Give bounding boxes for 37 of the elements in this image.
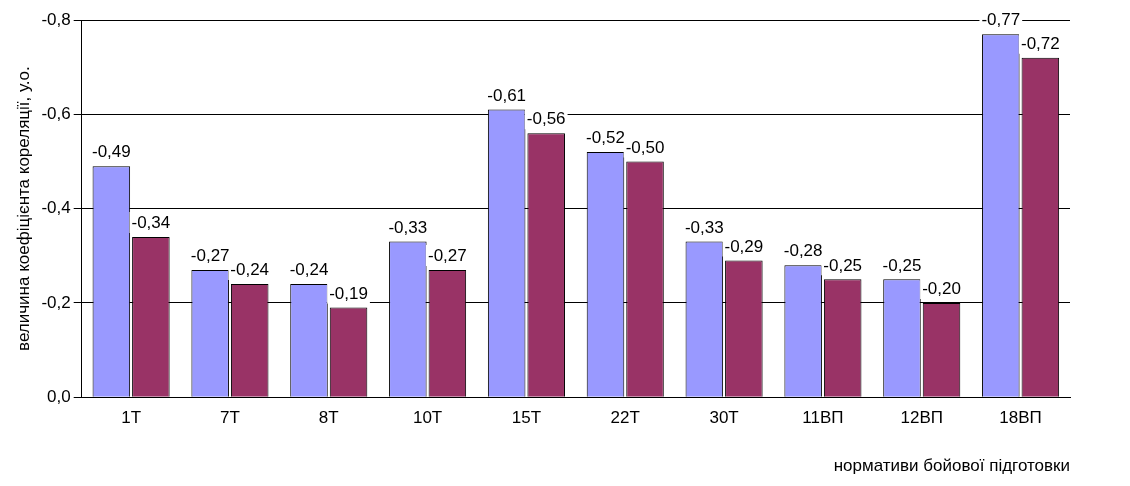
x-tick-label: 30Т	[709, 408, 739, 428]
data-label: -0,34	[131, 213, 171, 233]
x-tick-label: 11ВП	[802, 408, 844, 428]
data-label: -0,27	[190, 246, 230, 266]
x-axis-title: нормативи бойової підготовки	[833, 456, 1070, 476]
data-label: -0,72	[1020, 33, 1060, 53]
x-tick-label: 8Т	[318, 408, 339, 428]
x-tick-label: 22Т	[610, 408, 640, 428]
x-tick-label: 15Т	[511, 408, 542, 428]
data-label: -0,27	[427, 246, 467, 266]
x-tick-label: 10Т	[412, 408, 443, 428]
data-label: -0,25	[882, 255, 922, 275]
data-label: -0,33	[684, 217, 724, 237]
y-tick-label: -0,8	[41, 9, 71, 29]
data-label: -0,25	[823, 255, 863, 275]
x-tick-label: 18ВП	[999, 408, 1042, 428]
y-tick-label: -0,4	[41, 198, 71, 218]
data-label: -0,50	[625, 137, 665, 157]
y-axis-title: величина коефіцієнта кореляції, у.о.	[13, 66, 33, 351]
data-label: -0,24	[289, 260, 329, 280]
y-tick-label: 0,0	[47, 386, 71, 406]
data-label: -0,29	[724, 236, 764, 256]
x-tick-label: 1Т	[121, 408, 142, 428]
data-label: -0,20	[922, 279, 961, 299]
data-label: -0,61	[487, 85, 527, 105]
data-label: -0,52	[586, 128, 625, 148]
y-tick-label: -0,2	[41, 292, 71, 312]
data-label: -0,33	[388, 217, 428, 237]
data-label: -0,77	[981, 10, 1021, 30]
data-label: -0,28	[783, 241, 823, 261]
data-label: -0,56	[526, 109, 566, 129]
x-tick-label: 7Т	[220, 408, 240, 428]
y-tick-label: -0,6	[41, 103, 71, 123]
data-label: -0,19	[329, 283, 368, 303]
x-tick-label: 12ВП	[900, 408, 943, 428]
data-label: -0,24	[230, 260, 270, 280]
data-label: -0,49	[91, 142, 131, 162]
